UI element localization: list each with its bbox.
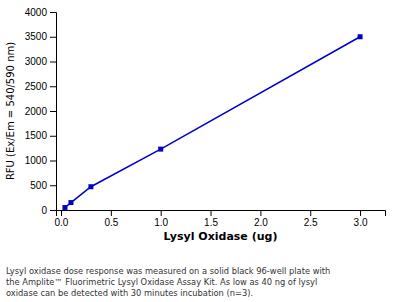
- caption: Lysyl oxidase dose response was measured…: [6, 266, 330, 298]
- tick: 2.0: [254, 210, 268, 228]
- tick: 500: [30, 180, 56, 191]
- tick-label: 500: [30, 180, 47, 191]
- marker: [68, 200, 73, 205]
- tick-label: 1.0: [154, 217, 168, 228]
- tick-label: 0.0: [55, 217, 69, 228]
- tick-mark: [50, 161, 56, 162]
- tick: 0.0: [55, 210, 69, 228]
- tick: 1000: [25, 155, 56, 166]
- tick: 2500: [25, 81, 56, 92]
- tick: 3.0: [354, 210, 368, 228]
- tick-mark: [50, 111, 56, 112]
- tick-label: 3500: [25, 31, 48, 42]
- tick-label: 3.0: [354, 217, 368, 228]
- tick-label: 2.5: [304, 217, 318, 228]
- tick-label: 2500: [25, 81, 48, 92]
- y-axis: 0 500 1000 1500 2000 2500 3000 3500 4000: [25, 7, 57, 216]
- tick-mark: [260, 210, 261, 216]
- x-axis-label: Lysyl Oxidase (ug): [164, 230, 278, 243]
- tick-label: 3000: [25, 56, 48, 67]
- tick-label: 0: [41, 205, 47, 216]
- tick: 3500: [25, 31, 56, 42]
- tick-mark: [360, 210, 361, 216]
- tick-label: 1.5: [204, 217, 218, 228]
- marks: [62, 34, 362, 210]
- chart: 0.0 0.5 1.0 1.5 2.0 2.5 3.0 0 500 1000 1500 2000 250…: [0, 0, 401, 302]
- tick-mark: [50, 86, 56, 87]
- tick-mark: [111, 210, 112, 216]
- tick-label: 4000: [25, 7, 48, 18]
- tick: 1.5: [204, 210, 218, 228]
- tick-mark: [211, 210, 212, 216]
- line: [65, 37, 360, 208]
- tick-mark: [161, 210, 162, 216]
- tick-label: 0.5: [104, 217, 118, 228]
- tick: 0.5: [104, 210, 118, 228]
- marker: [62, 205, 67, 210]
- tick-mark: [50, 37, 56, 38]
- tick-label: 1000: [25, 155, 48, 166]
- tick-label: 2000: [25, 106, 48, 117]
- plot: 0.0 0.5 1.0 1.5 2.0 2.5 3.0 0 500 1000 1500 2000 250…: [5, 7, 386, 243]
- tick-mark: [50, 62, 56, 63]
- marker: [88, 184, 93, 189]
- tick-mark: [50, 210, 56, 211]
- marker: [358, 34, 363, 39]
- tick-mark: [310, 210, 311, 216]
- marker: [158, 147, 163, 152]
- axis-domain: [50, 13, 57, 211]
- tick-mark: [50, 12, 56, 13]
- tick-mark: [50, 136, 56, 137]
- axis-domain: [57, 211, 386, 217]
- tick: 2000: [25, 106, 56, 117]
- y-axis-label: RFU (Ex/Em = 540/590 nm): [5, 42, 16, 180]
- tick: 2.5: [304, 210, 318, 228]
- tick-label: 2.0: [254, 217, 268, 228]
- tick-mark: [50, 185, 56, 186]
- tick: 1.0: [154, 210, 168, 228]
- tick-label: 1500: [25, 130, 48, 141]
- tick: 0: [41, 205, 56, 216]
- tick: 3000: [25, 56, 56, 67]
- tick: 4000: [25, 7, 56, 18]
- tick-mark: [61, 210, 62, 216]
- tick: 1500: [25, 130, 56, 141]
- x-axis: 0.0 0.5 1.0 1.5 2.0 2.5 3.0: [55, 210, 386, 228]
